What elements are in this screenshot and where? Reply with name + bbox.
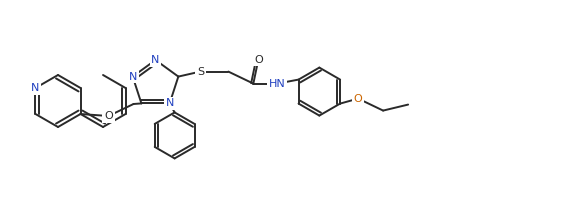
Text: O: O — [254, 55, 263, 65]
Text: S: S — [197, 67, 204, 76]
Text: O: O — [354, 94, 363, 104]
Text: HN: HN — [269, 79, 285, 89]
Text: N: N — [128, 72, 137, 82]
Text: N: N — [166, 98, 174, 108]
Text: N: N — [151, 55, 160, 65]
Text: O: O — [104, 111, 113, 121]
Text: N: N — [32, 83, 39, 93]
